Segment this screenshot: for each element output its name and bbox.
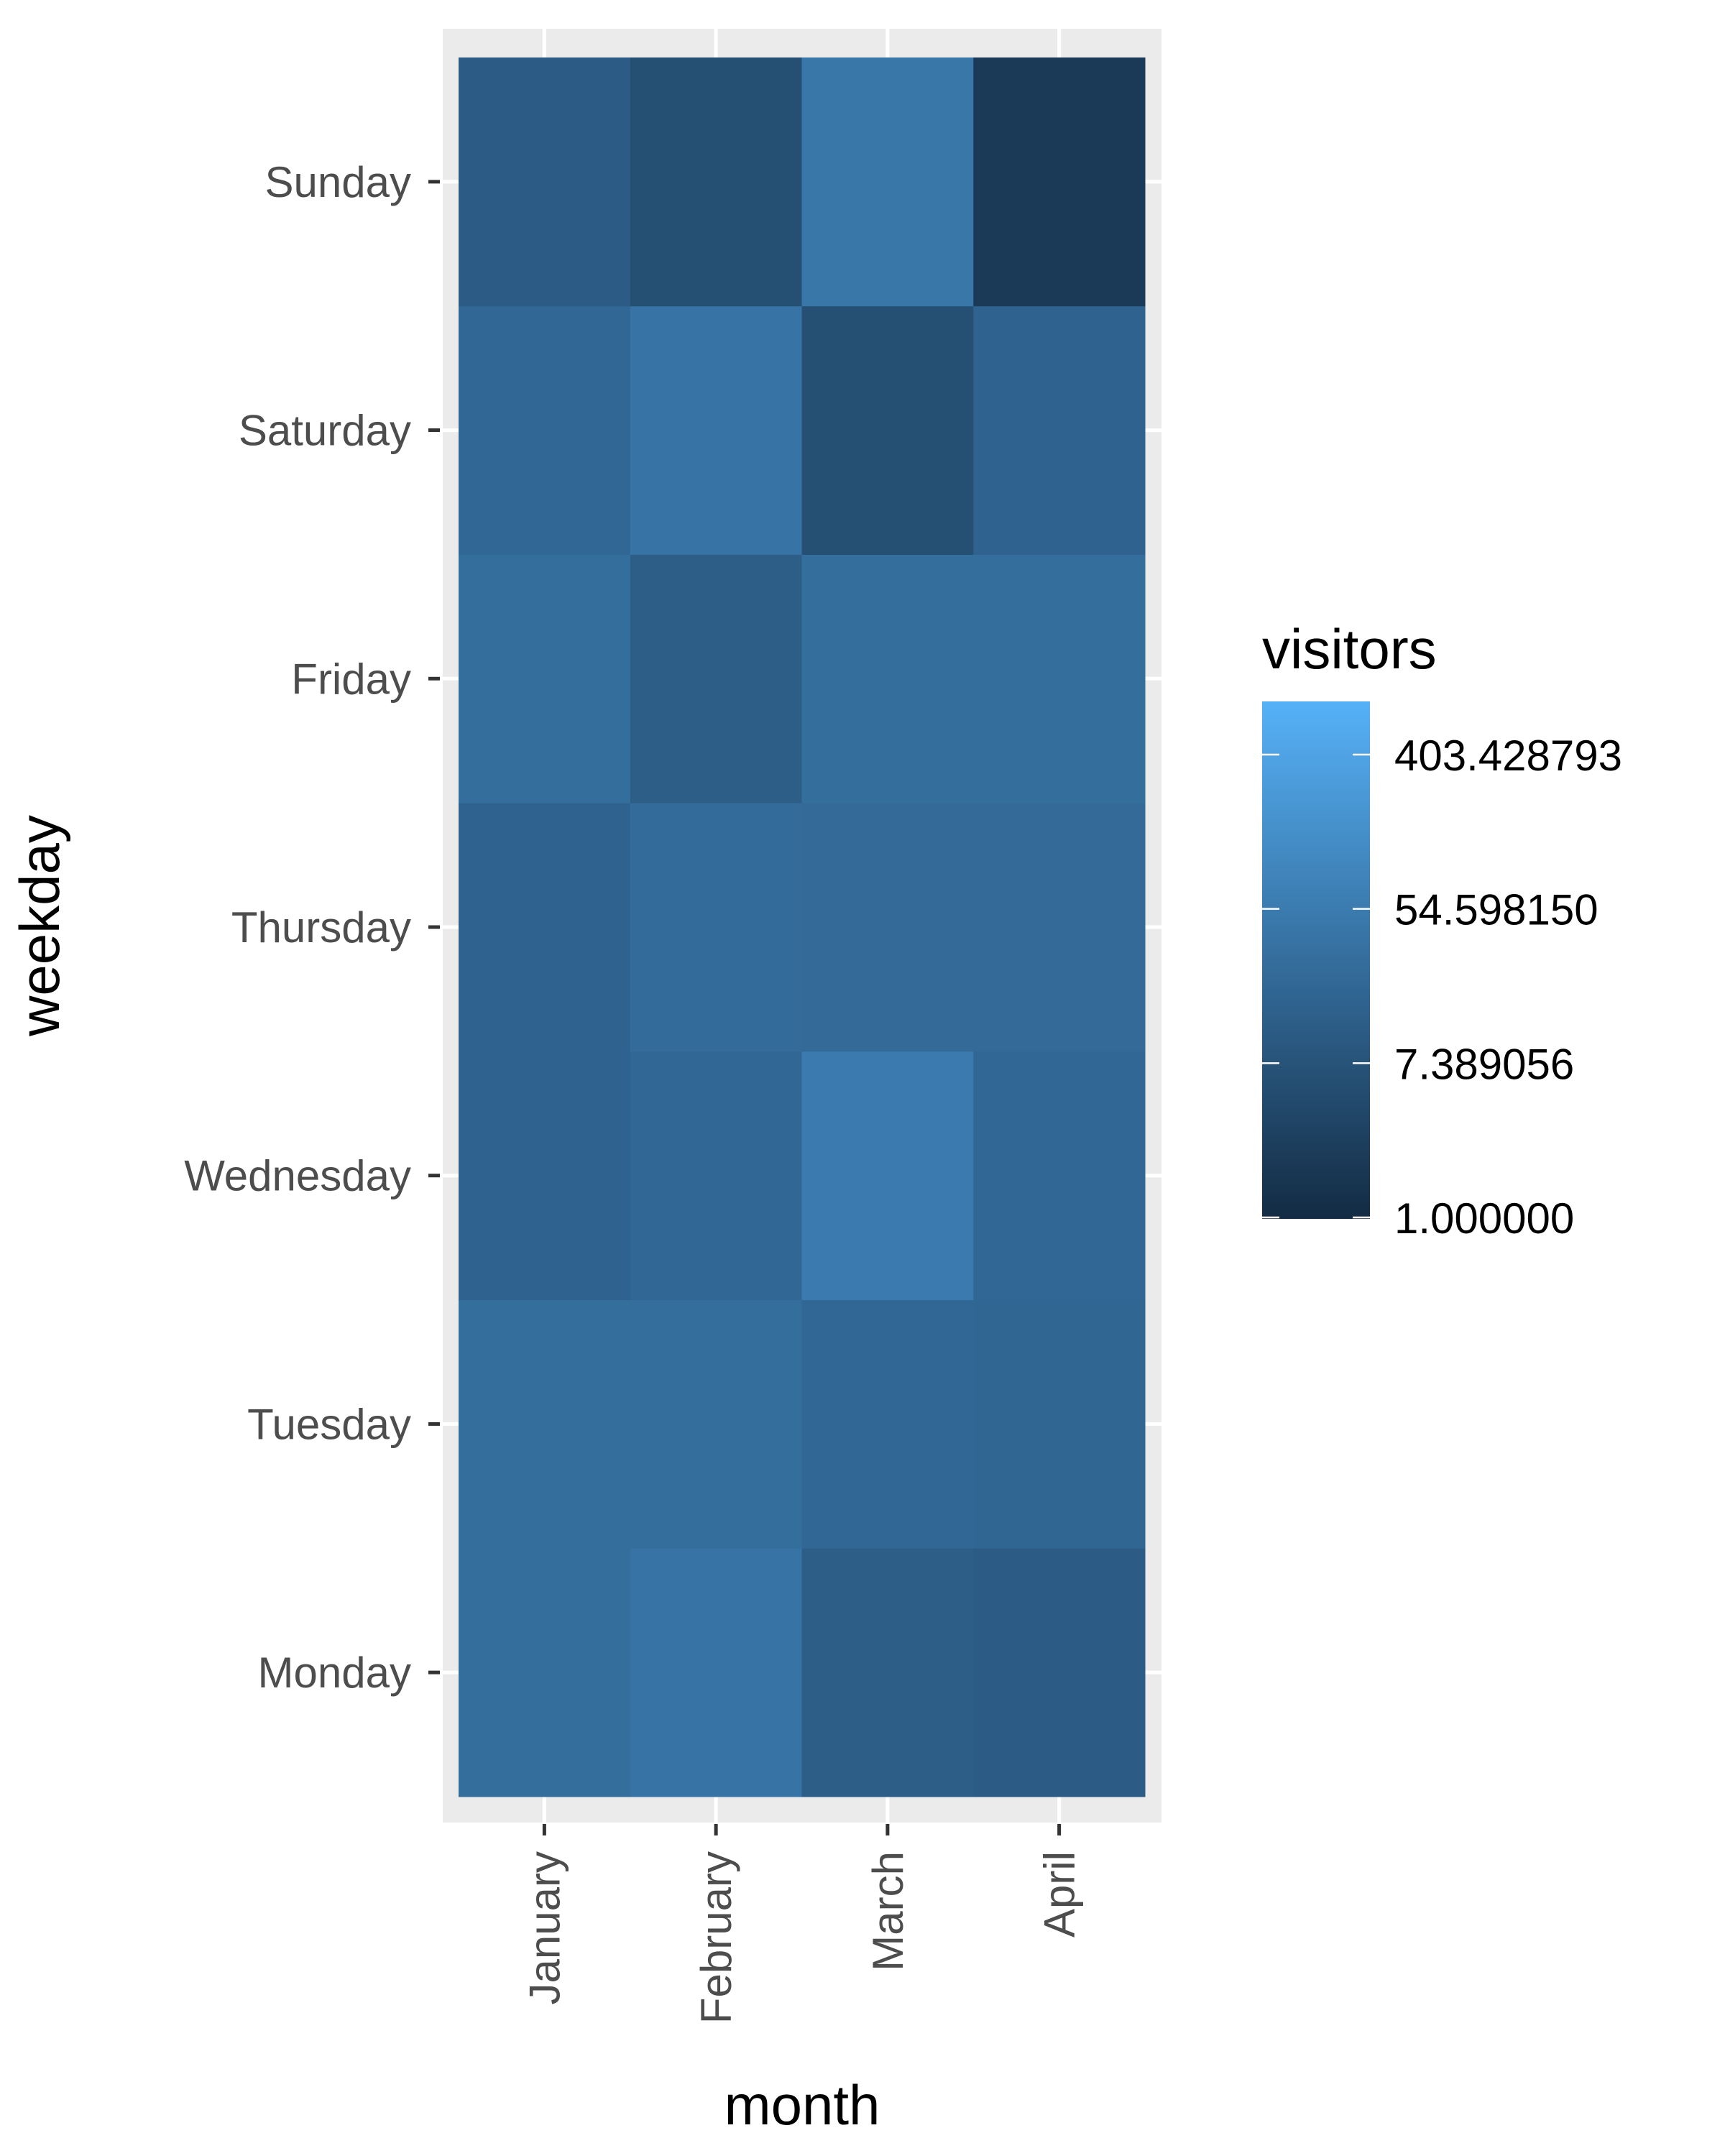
heatmap-cell <box>630 1051 802 1301</box>
legend-ticks: 1.000000 7.389056 54.598150 403.428793 <box>1262 732 1622 1243</box>
heatmap-cell <box>973 1299 1146 1549</box>
x-tick-label: February <box>692 1851 740 2024</box>
y-tick-label: Wednesday <box>184 1152 411 1200</box>
legend-title: visitors <box>1262 617 1437 681</box>
y-tick-label: Friday <box>291 655 411 703</box>
heatmap-cell <box>459 1299 631 1549</box>
heatmap-cell <box>630 57 802 307</box>
x-tick-label: April <box>1036 1851 1084 1938</box>
legend-tick-label: 403.428793 <box>1394 732 1622 780</box>
heatmap-cell <box>801 1548 974 1797</box>
heatmap-cell <box>801 803 974 1052</box>
legend-tick-label: 7.389056 <box>1394 1040 1574 1088</box>
heatmap-cells <box>459 57 1146 1797</box>
y-axis: Monday Tuesday Wednesday Thursday Friday Satu… <box>184 158 440 1697</box>
y-axis-title: weekday <box>8 815 71 1037</box>
legend-tick-label: 1.000000 <box>1394 1194 1574 1243</box>
heatmap-cell <box>630 1548 802 1797</box>
heatmap-cell <box>801 305 974 555</box>
legend-colorbar <box>1262 701 1370 1219</box>
heatmap-cell <box>459 57 631 307</box>
heatmap-cell <box>973 1548 1146 1797</box>
heatmap-cell <box>459 305 631 555</box>
x-axis-title: month <box>724 2073 880 2137</box>
heatmap-cell <box>973 1051 1146 1301</box>
heatmap-cell <box>630 554 802 803</box>
y-tick-label: Saturday <box>239 407 411 455</box>
heatmap-cell <box>459 1051 631 1301</box>
heatmap-cell <box>973 803 1146 1052</box>
heatmap-cell <box>973 57 1146 307</box>
y-tick-label: Sunday <box>265 158 412 206</box>
x-tick-label: March <box>864 1851 912 1971</box>
color-legend: visitors 1.000000 7.389056 54.598150 403.42… <box>1262 617 1622 1243</box>
y-tick-label: Tuesday <box>247 1400 411 1448</box>
y-tick-label: Monday <box>258 1649 411 1697</box>
heatmap-cell <box>801 1299 974 1549</box>
x-tick-label: January <box>520 1851 569 2004</box>
heatmap-cell <box>630 1299 802 1549</box>
heatmap-cell <box>801 57 974 307</box>
heatmap-cell <box>630 803 802 1052</box>
heatmap-cell <box>459 803 631 1052</box>
x-axis: January February March April <box>520 1824 1084 2024</box>
heatmap-cell <box>801 554 974 803</box>
heatmap-cell <box>630 305 802 555</box>
legend-tick-label: 54.598150 <box>1394 886 1598 934</box>
heatmap-cell <box>459 554 631 803</box>
heatmap-cell <box>973 305 1146 555</box>
heatmap-cell <box>973 554 1146 803</box>
heatmap-cell <box>459 1548 631 1797</box>
y-tick-label: Thursday <box>231 903 411 952</box>
heatmap-cell <box>801 1051 974 1301</box>
